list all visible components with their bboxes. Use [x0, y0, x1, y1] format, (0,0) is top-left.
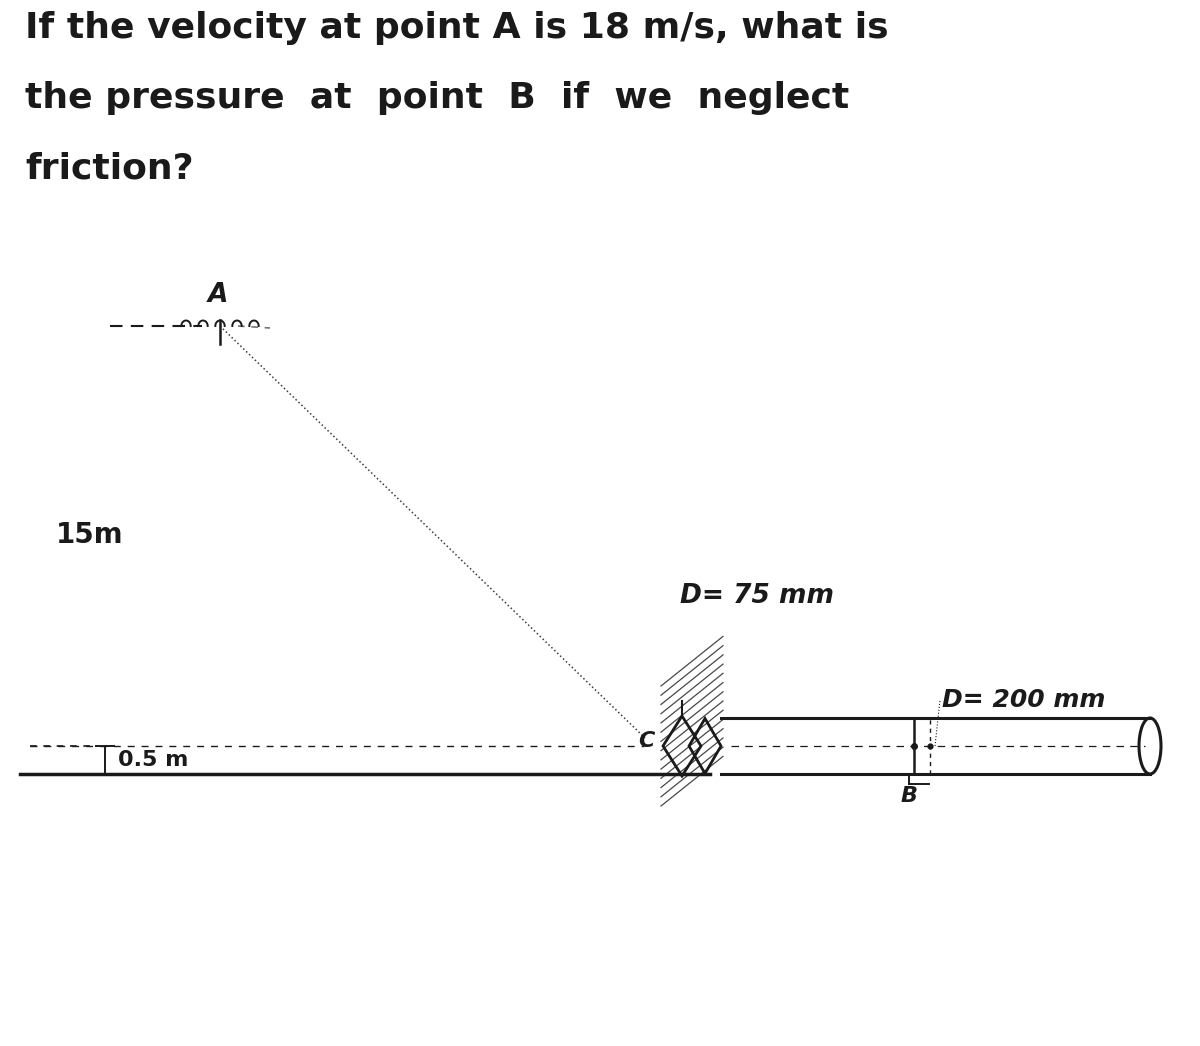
Text: D= 200 mm: D= 200 mm	[942, 688, 1105, 712]
Text: C: C	[638, 731, 655, 751]
Text: 0.5 m: 0.5 m	[118, 750, 188, 770]
Text: the pressure  at  point  B  if  we  neglect: the pressure at point B if we neglect	[25, 81, 850, 115]
Text: friction?: friction?	[25, 151, 193, 185]
Text: D= 75 mm: D= 75 mm	[680, 583, 834, 609]
Text: B: B	[900, 786, 918, 806]
Text: 15m: 15m	[56, 521, 124, 549]
Text: A: A	[208, 282, 228, 308]
Text: If the velocity at point A is 18 m/s, what is: If the velocity at point A is 18 m/s, wh…	[25, 12, 889, 45]
